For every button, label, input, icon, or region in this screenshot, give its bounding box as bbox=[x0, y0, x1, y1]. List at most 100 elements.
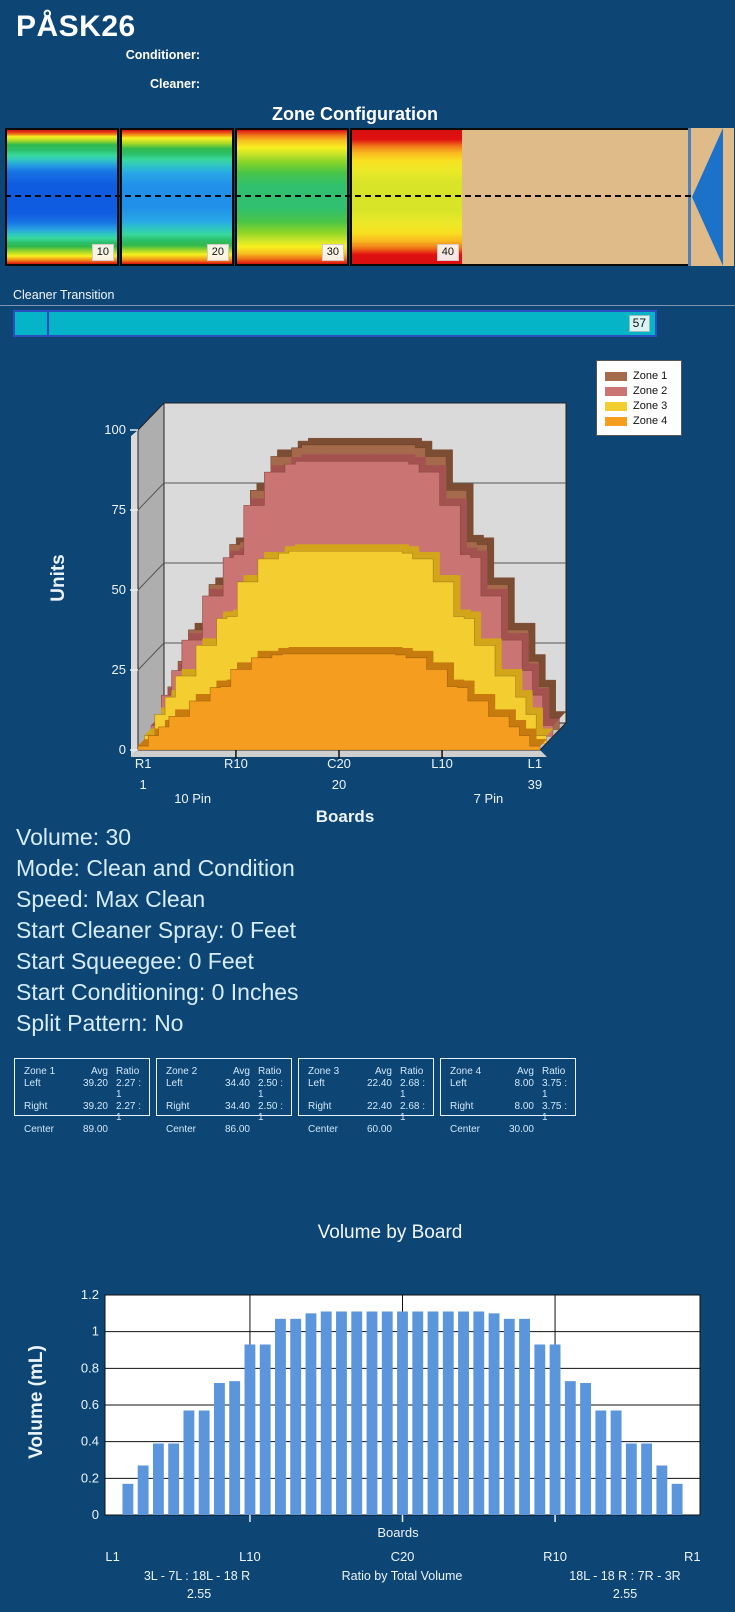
left-avg: 39.20 bbox=[82, 1077, 108, 1089]
cleaner-transition-divider bbox=[47, 310, 49, 337]
units-3d-chart: 0 25 50 75 100 R1 R10 C20 L10 L1 1 20 39 10 Pin 7 Pin B… bbox=[48, 401, 568, 826]
cleaner-transition-label: Cleaner Transition bbox=[13, 288, 115, 302]
page-title: PÅSK26 bbox=[16, 10, 136, 43]
right-label: Right bbox=[308, 1100, 332, 1112]
zone-configuration-graphic: 10 20 30 40 bbox=[5, 128, 734, 266]
center-label: Center bbox=[308, 1123, 339, 1135]
info-start-squeegee: Start Squeegee: 0 Feet bbox=[16, 948, 254, 974]
zone-name: Zone 3 bbox=[308, 1066, 340, 1077]
info-volume: Volume: 30 bbox=[16, 824, 132, 850]
zone-distance-label: 10 bbox=[91, 244, 114, 261]
legend-swatch-icon bbox=[605, 371, 627, 381]
right-ratio: 2.68 : 1 bbox=[400, 1100, 426, 1124]
center-avg: 30.00 bbox=[508, 1123, 534, 1135]
svg-text:25: 25 bbox=[112, 662, 126, 677]
center-label: Center bbox=[166, 1123, 197, 1135]
zone-name: Zone 4 bbox=[450, 1066, 482, 1077]
zone-gradient-column: 20 bbox=[120, 128, 234, 266]
zone1-stats-box: Zone 1 Avg Ratio Left 39.20 2.27 : 1 Right 39… bbox=[14, 1058, 150, 1135]
volume-by-board-chart: Volume by Board 0 0.2 0.4 0.6 0.8 1 1.2 Boards L1… bbox=[26, 1222, 701, 1601]
svg-text:C20: C20 bbox=[391, 1549, 415, 1564]
svg-text:L1: L1 bbox=[528, 756, 542, 771]
left-avg: 8.00 bbox=[514, 1077, 534, 1089]
svg-text:Boards: Boards bbox=[377, 1525, 419, 1540]
info-mode: Mode: Clean and Condition bbox=[16, 855, 295, 881]
center-avg: 60.00 bbox=[366, 1123, 392, 1135]
pattern-info-block: Volume: 30 Mode: Clean and Condition Spe… bbox=[16, 822, 299, 1039]
svg-text:L10: L10 bbox=[431, 756, 453, 771]
separator-line bbox=[0, 305, 735, 306]
legend-swatch-icon bbox=[605, 416, 627, 426]
lane-center-dashed-line bbox=[5, 195, 691, 197]
svg-text:0.2: 0.2 bbox=[81, 1470, 99, 1485]
svg-text:2.55: 2.55 bbox=[613, 1587, 637, 1601]
center-label: Center bbox=[24, 1123, 55, 1135]
info-speed: Speed: Max Clean bbox=[16, 886, 206, 912]
svg-text:1: 1 bbox=[140, 777, 147, 792]
svg-text:39: 39 bbox=[528, 777, 542, 792]
svg-text:3L - 7L : 18L - 18 R: 3L - 7L : 18L - 18 R bbox=[144, 1569, 250, 1583]
svg-text:75: 75 bbox=[112, 502, 126, 517]
right-avg: 39.20 bbox=[82, 1100, 108, 1112]
center-avg: 89.00 bbox=[82, 1123, 108, 1135]
left-label: Left bbox=[450, 1077, 467, 1089]
svg-text:0.8: 0.8 bbox=[81, 1360, 99, 1375]
left-avg: 34.40 bbox=[224, 1077, 250, 1089]
zone-distance-label: 30 bbox=[321, 244, 344, 261]
right-label: Right bbox=[24, 1100, 48, 1112]
zone-name: Zone 2 bbox=[166, 1066, 198, 1077]
legend-label: Zone 4 bbox=[633, 415, 668, 427]
pin-deck-divider-line bbox=[688, 128, 691, 266]
zone3-stats-box: Zone 3 Avg Ratio Left 22.40 2.68 : 1 Right 22… bbox=[298, 1058, 434, 1135]
svg-text:R10: R10 bbox=[224, 756, 248, 771]
avg-header: Avg bbox=[516, 1066, 534, 1077]
svg-text:Units: Units bbox=[48, 554, 69, 602]
left-label: Left bbox=[166, 1077, 183, 1089]
svg-text:R1: R1 bbox=[135, 756, 152, 771]
avg-header: Avg bbox=[90, 1066, 108, 1077]
left-ratio: 3.75 : 1 bbox=[542, 1077, 568, 1101]
svg-text:C20: C20 bbox=[327, 756, 351, 771]
svg-text:0: 0 bbox=[119, 742, 126, 757]
avg-header: Avg bbox=[232, 1066, 250, 1077]
left-avg: 22.40 bbox=[366, 1077, 392, 1089]
center-avg: 86.00 bbox=[224, 1123, 250, 1135]
ratio-header: Ratio bbox=[258, 1066, 282, 1077]
svg-text:1: 1 bbox=[92, 1324, 99, 1339]
right-label: Right bbox=[450, 1100, 474, 1112]
legend-item: Zone 3 bbox=[605, 400, 675, 412]
ratio-header: Ratio bbox=[116, 1066, 140, 1077]
center-label: Center bbox=[450, 1123, 481, 1135]
ratio-header: Ratio bbox=[542, 1066, 566, 1077]
svg-text:20: 20 bbox=[332, 777, 346, 792]
conditioner-label: Conditioner: bbox=[125, 48, 200, 62]
cleaner-transition-value: 57 bbox=[628, 315, 650, 332]
legend-item: Zone 2 bbox=[605, 385, 675, 397]
zone-gradient-column: 40 bbox=[350, 128, 464, 266]
svg-text:18L - 18 R : 7R - 3R: 18L - 18 R : 7R - 3R bbox=[569, 1569, 680, 1583]
zone-name: Zone 1 bbox=[24, 1066, 56, 1077]
svg-text:1.2: 1.2 bbox=[81, 1287, 99, 1302]
svg-text:0.4: 0.4 bbox=[81, 1434, 99, 1449]
legend-swatch-icon bbox=[605, 386, 627, 396]
svg-text:10 Pin: 10 Pin bbox=[174, 791, 211, 806]
left-ratio: 2.27 : 1 bbox=[116, 1077, 142, 1101]
lane-end-strip bbox=[724, 128, 734, 266]
svg-text:Ratio by Total Volume: Ratio by Total Volume bbox=[342, 1569, 463, 1583]
cleaner-transition-bar: 57 bbox=[13, 310, 657, 337]
svg-text:Boards: Boards bbox=[316, 807, 375, 826]
info-start-conditioning: Start Conditioning: 0 Inches bbox=[16, 979, 299, 1005]
left-label: Left bbox=[24, 1077, 41, 1089]
svg-text:L1: L1 bbox=[105, 1549, 119, 1564]
legend-item: Zone 1 bbox=[605, 370, 675, 382]
svg-text:2.55: 2.55 bbox=[187, 1587, 211, 1601]
right-ratio: 3.75 : 1 bbox=[542, 1100, 568, 1124]
svg-text:100: 100 bbox=[104, 422, 126, 437]
right-avg: 34.40 bbox=[224, 1100, 250, 1112]
svg-text:Volume by Board: Volume by Board bbox=[318, 1222, 463, 1243]
right-avg: 22.40 bbox=[366, 1100, 392, 1112]
lane-bed bbox=[462, 128, 690, 266]
svg-text:7 Pin: 7 Pin bbox=[474, 791, 504, 806]
zone4-stats-box: Zone 4 Avg Ratio Left 8.00 3.75 : 1 Right 8.0… bbox=[440, 1058, 576, 1135]
left-label: Left bbox=[308, 1077, 325, 1089]
